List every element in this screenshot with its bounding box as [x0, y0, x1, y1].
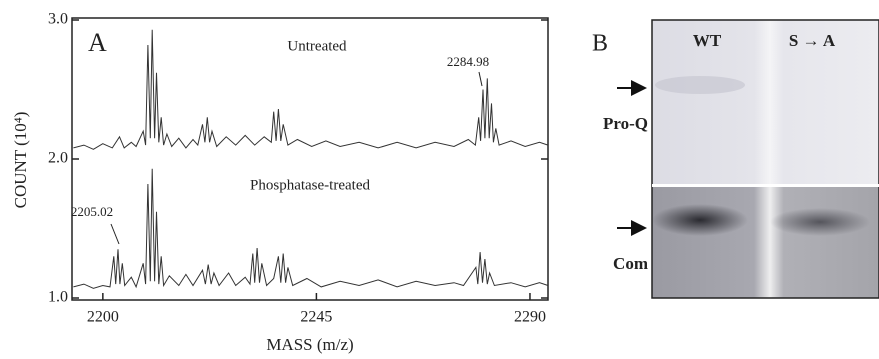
gel-pro-q	[652, 20, 879, 184]
gel-com	[652, 187, 879, 298]
x-axis-label: MASS (m/z)	[266, 335, 353, 354]
lane-label: WT	[693, 31, 722, 50]
annotation-leader	[111, 224, 119, 244]
annotation-leader	[479, 72, 482, 86]
annotation: Phosphatase-treated	[250, 177, 370, 193]
x-tick-label: 2245	[300, 309, 332, 326]
x-tick-label: 2290	[514, 309, 546, 326]
row-label: Pro-Q	[603, 114, 648, 133]
y-tick-label: 3.0	[48, 11, 68, 28]
annotation: Untreated	[287, 38, 347, 54]
panel-b: B WT S → A Pro-Q Com	[592, 20, 879, 298]
gel-band	[652, 204, 748, 236]
y-axis-label: COUNT (10⁴)	[11, 112, 30, 209]
x-tick-label: 2200	[87, 309, 119, 326]
panel-a: A MASS (m/z) COUNT (10⁴) 2200 2245 2290 1.0…	[11, 11, 548, 354]
gel-band	[655, 76, 745, 94]
panel-label: B	[592, 31, 608, 57]
annotation: 2205.02	[71, 204, 113, 219]
panel-label: A	[88, 28, 107, 57]
y-tick-label: 2.0	[48, 150, 68, 167]
gel-band	[770, 208, 870, 236]
figure: A MASS (m/z) COUNT (10⁴) 2200 2245 2290 1.0…	[0, 0, 879, 359]
row-label: Com	[613, 254, 648, 273]
lane-label: S → A	[789, 31, 836, 50]
annotation: 2284.98	[447, 54, 489, 69]
y-tick-label: 1.0	[48, 289, 68, 306]
